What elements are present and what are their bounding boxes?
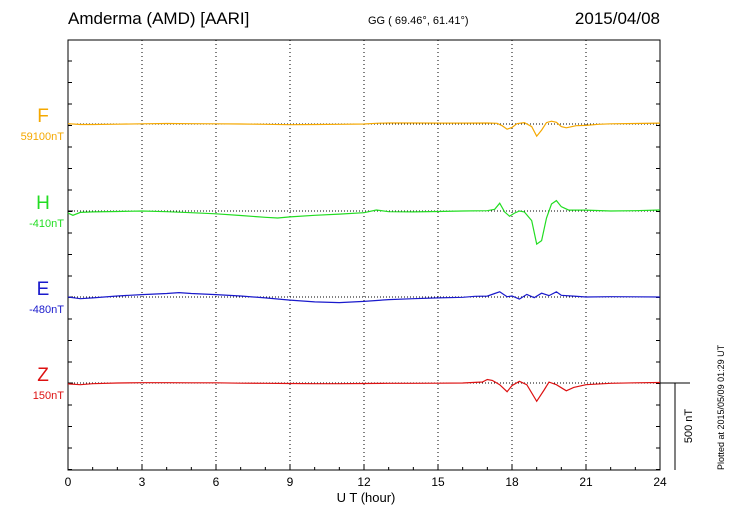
- x-tick-label: 18: [505, 475, 519, 489]
- series-name-z: Z: [37, 365, 49, 386]
- series-baseline-h: -410nT: [29, 218, 64, 230]
- series-name-h: H: [36, 193, 50, 214]
- series-line-e: [67, 291, 661, 304]
- series-line-h: [67, 199, 661, 246]
- x-axis-ticks: 0 3 6 9 12 15 18 21 24: [65, 464, 667, 489]
- series-labels: F 59100nT H -410nT E -480nT Z 150nT: [21, 106, 65, 402]
- chart-date: 2015/04/08: [574, 9, 660, 28]
- series-line-z: [67, 378, 661, 403]
- time-gridlines: [141, 40, 587, 470]
- baselines: [68, 60, 660, 470]
- series-name-f: F: [37, 106, 49, 127]
- station-coordinates: GG ( 69.46°, 61.41°): [368, 15, 469, 27]
- scale-bar-label: 500 nT: [683, 409, 695, 444]
- series-baseline-z: 150nT: [33, 390, 64, 402]
- x-axis-label: U T (hour): [337, 490, 396, 505]
- scale-bar: 500 nT: [660, 382, 695, 470]
- x-tick-label: 9: [287, 475, 294, 489]
- series-baseline-e: -480nT: [29, 304, 64, 316]
- x-tick-label: 0: [65, 475, 72, 489]
- series-lines: [67, 120, 661, 403]
- x-tick-label: 15: [431, 475, 445, 489]
- plotted-timestamp: Plotted at 2015/05/09 01:29 UT: [716, 344, 726, 470]
- x-tick-label: 6: [213, 475, 220, 489]
- station-title: Amderma (AMD) [AARI]: [68, 9, 250, 28]
- series-line-f: [67, 120, 661, 138]
- series-baseline-f: 59100nT: [21, 131, 65, 143]
- x-tick-label: 3: [139, 475, 146, 489]
- x-tick-label: 12: [357, 475, 371, 489]
- x-tick-label: 21: [579, 475, 593, 489]
- x-tick-label: 24: [653, 475, 667, 489]
- series-name-e: E: [37, 279, 50, 300]
